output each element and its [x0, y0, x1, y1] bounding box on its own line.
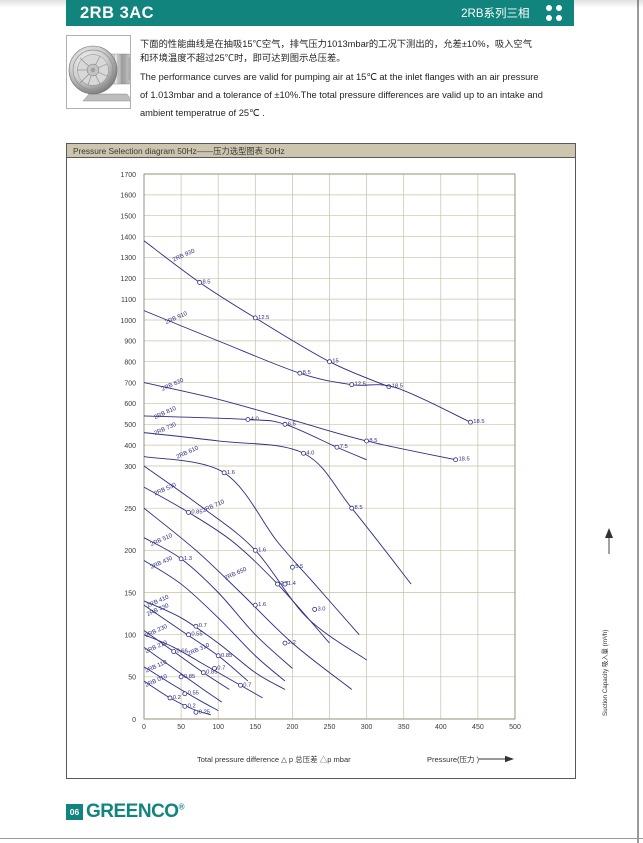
svg-text:700: 700 [124, 380, 136, 387]
svg-text:100: 100 [212, 724, 224, 731]
svg-text:1.6: 1.6 [258, 602, 266, 608]
svg-text:300: 300 [124, 464, 136, 471]
svg-text:350: 350 [398, 724, 410, 731]
svg-text:6.5: 6.5 [288, 421, 296, 427]
svg-text:0.55: 0.55 [191, 632, 202, 638]
svg-text:2RB 650: 2RB 650 [224, 566, 248, 581]
svg-text:150: 150 [124, 590, 136, 597]
svg-text:2RB 110: 2RB 110 [145, 659, 169, 674]
svg-text:2RB 430: 2RB 430 [150, 555, 174, 570]
svg-text:12.5: 12.5 [355, 382, 366, 388]
svg-text:1.4: 1.4 [288, 581, 297, 587]
svg-text:0: 0 [142, 724, 146, 731]
svg-text:450: 450 [472, 724, 484, 731]
svg-text:8.5: 8.5 [369, 438, 377, 444]
svg-text:2RB 710: 2RB 710 [202, 499, 226, 514]
svg-text:2RB 930: 2RB 930 [172, 248, 196, 263]
svg-text:1600: 1600 [120, 193, 136, 200]
svg-text:18.5: 18.5 [473, 419, 484, 425]
svg-text:0.66: 0.66 [176, 649, 187, 655]
svg-text:1.3: 1.3 [184, 556, 192, 562]
svg-text:500: 500 [124, 422, 136, 429]
svg-text:200: 200 [124, 548, 136, 555]
svg-text:0: 0 [132, 717, 136, 724]
svg-text:3.0: 3.0 [317, 606, 325, 612]
svg-text:1.6: 1.6 [258, 547, 266, 553]
svg-text:0.85: 0.85 [191, 509, 202, 515]
svg-text:15: 15 [332, 359, 338, 365]
svg-text:0.55: 0.55 [188, 691, 199, 697]
svg-text:500: 500 [509, 724, 521, 731]
svg-text:0.85: 0.85 [184, 674, 195, 680]
svg-text:2RB 310: 2RB 310 [187, 642, 211, 657]
svg-text:2RB 530: 2RB 530 [154, 482, 178, 497]
svg-text:300: 300 [361, 724, 373, 731]
svg-text:2RB 810: 2RB 810 [154, 406, 178, 421]
svg-text:1.6: 1.6 [227, 470, 235, 476]
svg-text:400: 400 [124, 443, 136, 450]
svg-text:150: 150 [249, 724, 261, 731]
svg-text:8.5: 8.5 [303, 370, 311, 376]
svg-text:0.85: 0.85 [221, 653, 232, 659]
svg-text:2RB 210: 2RB 210 [145, 640, 169, 655]
svg-text:2RB 010: 2RB 010 [145, 674, 169, 689]
svg-text:250: 250 [124, 506, 136, 513]
svg-text:1700: 1700 [120, 172, 136, 179]
svg-text:0.7: 0.7 [243, 682, 251, 688]
svg-text:18.5: 18.5 [458, 457, 469, 463]
svg-text:50: 50 [177, 724, 185, 731]
svg-text:8.5: 8.5 [202, 279, 210, 285]
svg-text:4.0: 4.0 [251, 416, 259, 422]
svg-text:7.5: 7.5 [340, 444, 348, 450]
svg-text:2RB 510: 2RB 510 [150, 533, 174, 548]
svg-text:1000: 1000 [120, 318, 136, 325]
svg-text:1100: 1100 [121, 297, 136, 304]
svg-text:100: 100 [124, 632, 136, 639]
svg-text:250: 250 [324, 724, 336, 731]
svg-text:0.25: 0.25 [199, 709, 210, 715]
svg-text:8.5: 8.5 [355, 505, 363, 511]
svg-text:1500: 1500 [120, 214, 136, 221]
svg-text:2RB 230: 2RB 230 [145, 624, 169, 639]
svg-text:600: 600 [124, 401, 136, 408]
svg-text:1300: 1300 [120, 255, 136, 262]
svg-text:400: 400 [435, 724, 447, 731]
svg-text:0.7: 0.7 [217, 665, 225, 671]
svg-text:4.0: 4.0 [306, 450, 314, 456]
svg-text:2.2: 2.2 [288, 640, 296, 646]
svg-text:0.85: 0.85 [206, 670, 217, 676]
svg-text:200: 200 [287, 724, 299, 731]
svg-text:800: 800 [124, 360, 136, 367]
svg-text:0.2: 0.2 [173, 695, 181, 701]
svg-text:900: 900 [124, 339, 136, 346]
svg-text:0.7: 0.7 [199, 623, 207, 629]
svg-text:5.5: 5.5 [295, 564, 303, 570]
svg-text:0.2: 0.2 [188, 703, 196, 709]
svg-text:50: 50 [128, 675, 136, 682]
svg-text:12.5: 12.5 [258, 315, 269, 321]
svg-text:2RB 610: 2RB 610 [176, 445, 200, 460]
svg-text:1400: 1400 [120, 234, 136, 241]
svg-text:1200: 1200 [120, 276, 136, 283]
